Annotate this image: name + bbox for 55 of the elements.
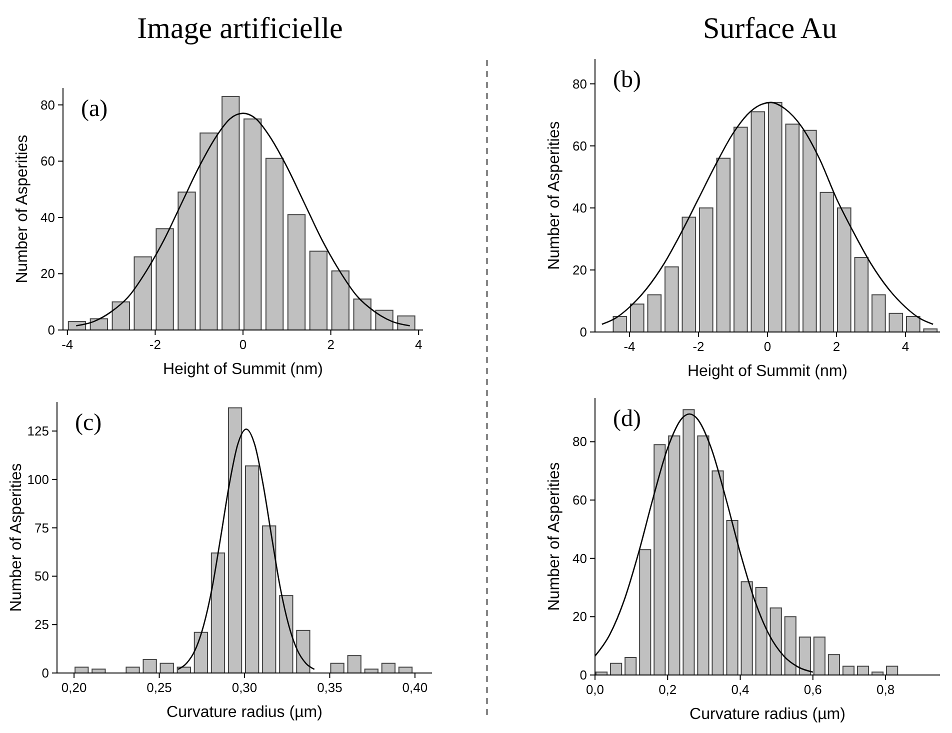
x-tick-label: 4 (902, 339, 910, 354)
y-tick-label: 80 (572, 434, 587, 450)
chart-title: Image artificielle (137, 12, 343, 45)
x-axis-title: Height of Summit (nm) (687, 363, 848, 380)
y-tick-label: 0 (580, 324, 587, 340)
x-tick-label: 2 (832, 339, 840, 354)
y-tick-label: 25 (34, 617, 49, 632)
y-tick-label: 50 (34, 568, 49, 584)
x-tick-label: 4 (414, 337, 422, 352)
x-axis-title: Height of Summit (nm) (162, 361, 324, 378)
y-tick-label: 60 (572, 492, 587, 508)
x-tick-label: -2 (692, 339, 704, 354)
x-tick-label: 2 (327, 337, 334, 352)
y-tick-label: 0 (48, 322, 55, 338)
x-tick-label: 0,20 (61, 680, 87, 695)
x-tick-label: 0,30 (232, 680, 258, 695)
y-tick-label: 40 (572, 200, 587, 216)
y-tick-label: 60 (572, 138, 587, 154)
x-tick-label: 0 (764, 339, 772, 354)
y-tick-label: 40 (40, 210, 55, 225)
annotation: (d) (613, 406, 641, 432)
x-axis-title: Curvature radius (µm) (690, 706, 846, 723)
x-tick-label: 0,0 (586, 682, 604, 697)
y-tick-label: 0 (42, 666, 49, 680)
x-axis-title: Curvature radius (µm) (166, 704, 322, 721)
annotation: (b) (613, 67, 641, 93)
y-axis-title: Number of Asperities (14, 134, 31, 284)
x-tick-label: -4 (62, 337, 74, 352)
y-tick-label: 125 (27, 424, 49, 439)
y-tick-label: 0 (580, 668, 587, 682)
y-tick-label: 100 (27, 472, 49, 487)
y-tick-label: 20 (40, 266, 55, 282)
x-tick-label: 0,40 (402, 680, 428, 695)
y-axis-title: Number of Asperities (8, 463, 25, 612)
y-tick-label: 20 (572, 609, 587, 624)
x-tick-label: -4 (624, 339, 636, 354)
y-tick-label: 80 (40, 97, 55, 112)
annotation: (a) (81, 96, 108, 122)
x-tick-label: 0 (239, 337, 247, 352)
x-tick-label: 0,8 (876, 682, 895, 697)
x-tick-label: 0,35 (317, 680, 342, 695)
x-tick-label: 0,4 (731, 682, 750, 697)
y-tick-label: 60 (40, 154, 55, 169)
x-tick-label: 0,25 (146, 680, 172, 695)
y-tick-label: 75 (34, 520, 49, 536)
x-tick-label: 0,6 (804, 682, 822, 697)
x-tick-label: -2 (149, 337, 161, 352)
y-tick-label: 80 (572, 76, 587, 92)
annotation: (c) (75, 410, 102, 436)
x-tick-label: 0,2 (658, 682, 677, 697)
y-tick-label: 20 (572, 262, 587, 278)
y-axis-title: Number of Asperities (546, 462, 563, 611)
y-tick-label: 40 (572, 550, 587, 566)
y-axis-title: Number of Asperities (546, 121, 563, 270)
chart-title: Surface Au (702, 12, 838, 45)
